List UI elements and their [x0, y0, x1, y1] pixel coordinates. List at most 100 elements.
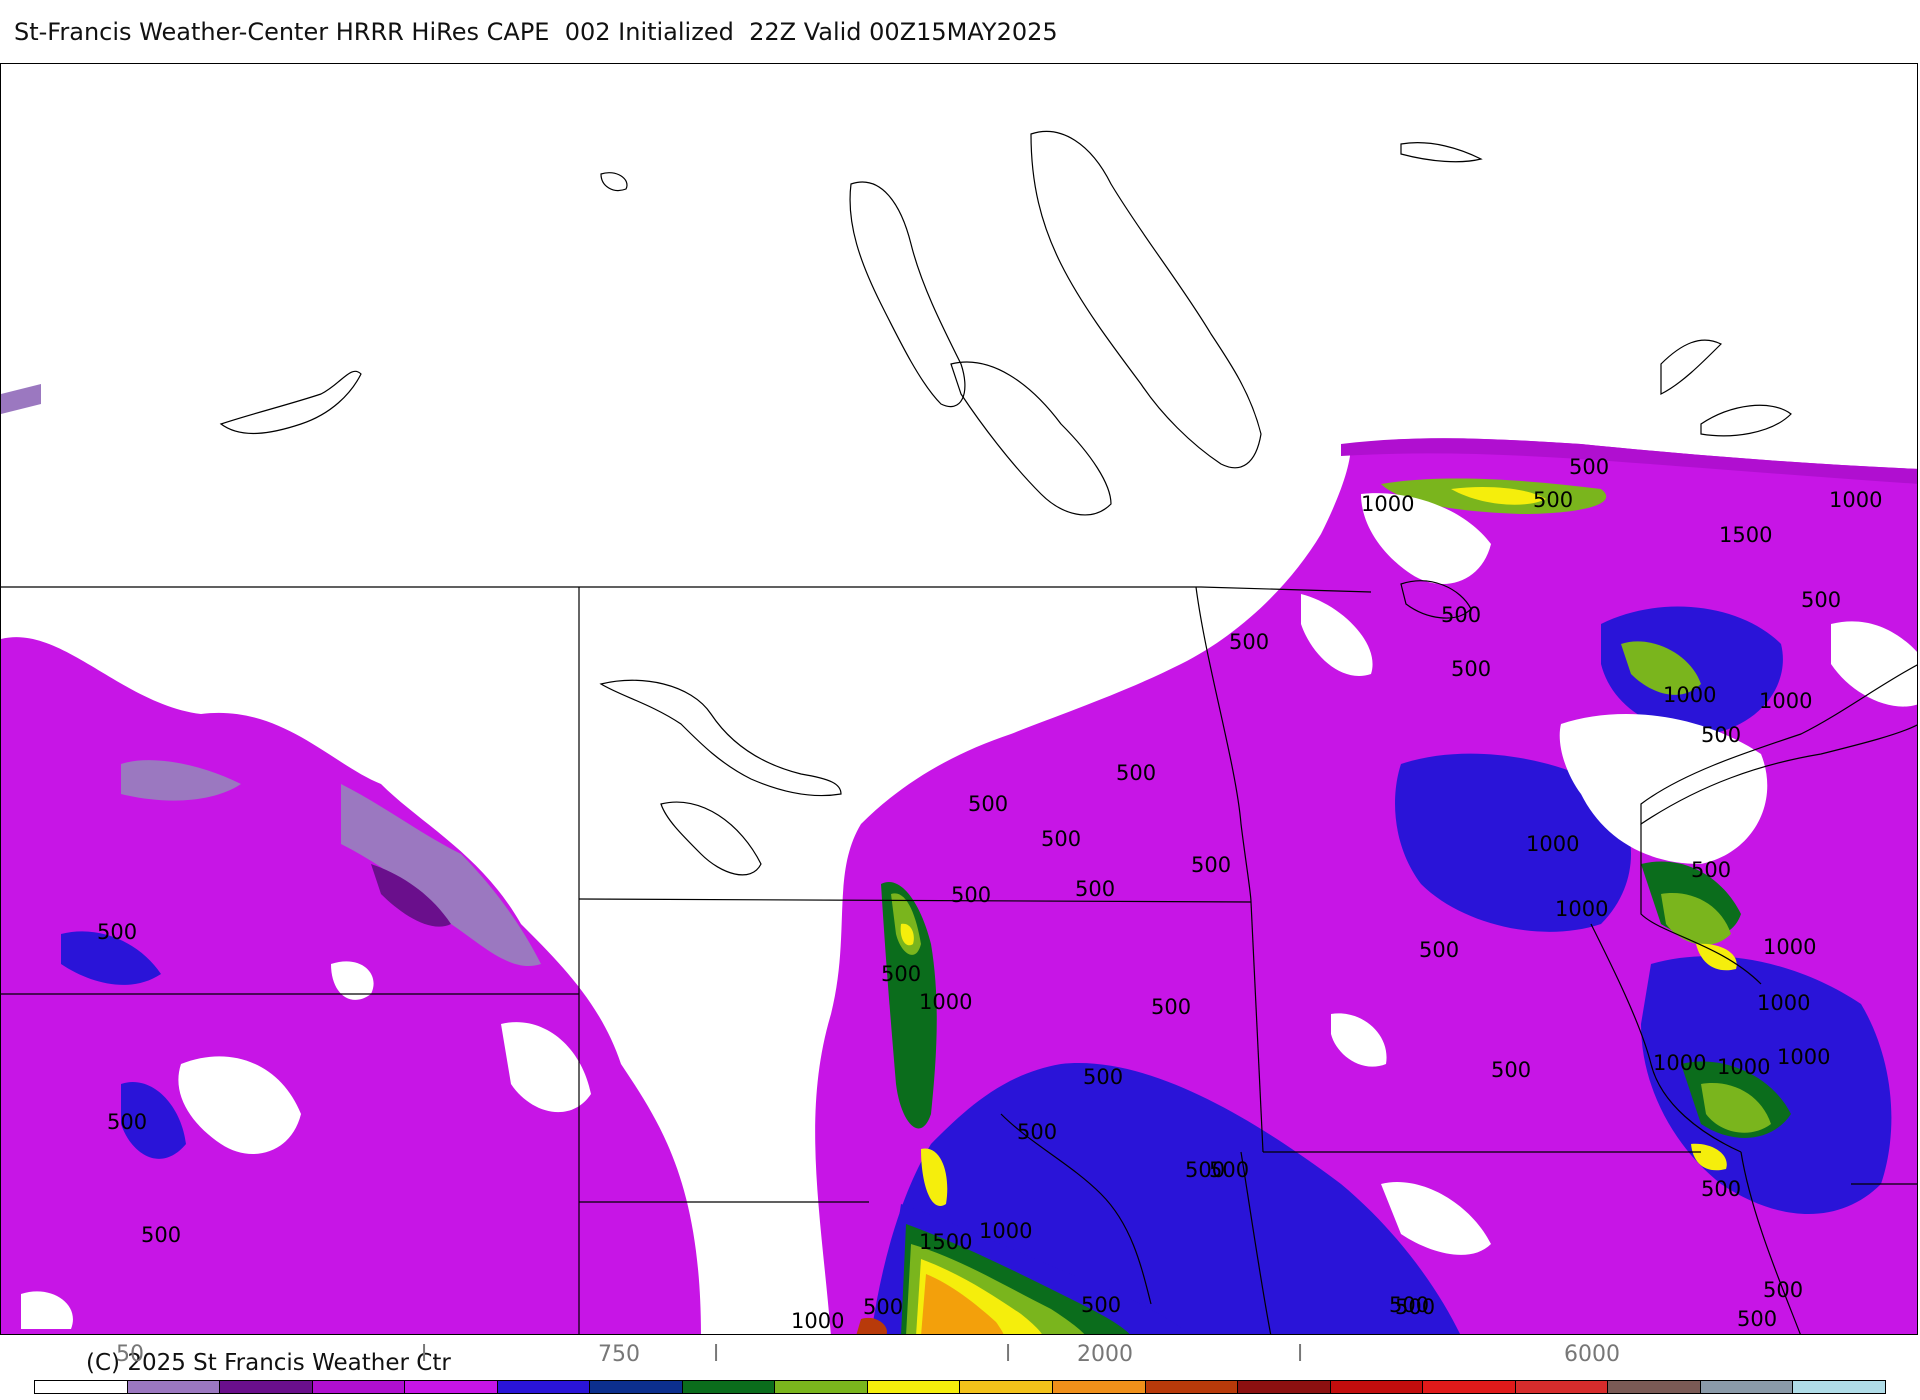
contour-label: 1500 [919, 1230, 972, 1254]
contour-label: 500 [1389, 1293, 1429, 1317]
legend-swatch [35, 1381, 128, 1393]
contour-label: 500 [1533, 488, 1573, 512]
copyright-notice: (C) 2025 St Francis Weather Ctr [86, 1350, 451, 1376]
contour-label: 500 [1763, 1278, 1803, 1302]
map-title: St-Francis Weather-Center HRRR HiRes CAP… [14, 18, 1058, 46]
contour-label: 500 [1569, 455, 1609, 479]
map-boundaries [1, 130, 1917, 1334]
contour-label: 500 [881, 962, 921, 986]
contour-label: 500 [1191, 853, 1231, 877]
legend-swatch [497, 1381, 591, 1393]
border-us-canada [1, 586, 1372, 593]
state-line-sd-mn [1250, 901, 1264, 1153]
cape-field-east-magenta [1341, 438, 1917, 484]
contour-label: 1000 [1829, 488, 1882, 512]
legend-swatch [1238, 1381, 1331, 1393]
contour-label: 1000 [1763, 935, 1816, 959]
contour-label: 500 [1395, 1295, 1435, 1319]
cape-plume-south-orange [921, 1274, 1004, 1334]
legend-swatch [1145, 1381, 1239, 1393]
lake-winnipeg [1030, 130, 1262, 469]
legend-tick-label: 50 [116, 1342, 144, 1367]
contour-label: 500 [1691, 858, 1731, 882]
legend-tick-label: l [420, 1342, 428, 1367]
contour-label: 500 [1209, 1158, 1249, 1182]
state-line-nd-mn [1195, 586, 1252, 903]
contour-label: 500 [863, 1295, 903, 1319]
legend-swatch [682, 1381, 776, 1393]
cape-field-east-darkgreen [881, 861, 1791, 1138]
contour-label: 500 [1229, 630, 1269, 654]
contour-label: 1000 [1717, 1055, 1770, 1079]
contour-label: 500 [1116, 761, 1156, 785]
contour-label: 1000 [1757, 991, 1810, 1015]
contour-label: 500 [951, 883, 991, 907]
contour-label: 500 [1151, 995, 1191, 1019]
lake-oahe [660, 801, 762, 876]
cape-plume-south-brown [856, 1317, 887, 1334]
lake-winnipegosis [950, 361, 1112, 516]
legend-swatch [312, 1381, 406, 1393]
contour-label: 500 [1017, 1120, 1057, 1144]
contour-label: 500 [1451, 657, 1491, 681]
legend-swatch [1053, 1381, 1146, 1393]
contour-label: 500 [1185, 1158, 1225, 1182]
legend-swatch [775, 1381, 868, 1393]
contour-label: 500 [1419, 938, 1459, 962]
river-missouri [1000, 1113, 1152, 1305]
color-scale-legend [34, 1380, 1886, 1394]
contour-label: 500 [1441, 603, 1481, 627]
cedar-lake [600, 172, 628, 192]
state-line-nd-sd [578, 898, 1252, 903]
legend-swatch [590, 1381, 683, 1393]
lac-seul [1660, 339, 1792, 437]
cape-field-west-blue [61, 931, 186, 1159]
lake-manitoba [849, 181, 966, 408]
legend-swatch [1608, 1381, 1701, 1393]
legend-tick-label: l [1296, 1342, 1304, 1367]
cape-map: 500 500 1000 1000 1500 500 500 500 500 1… [1, 130, 1917, 1334]
legend-tick-label: l [712, 1342, 720, 1367]
contour-label: 500 [1701, 723, 1741, 747]
lake-sakakawea [599, 679, 842, 797]
contour-label: 1000 [791, 1309, 844, 1333]
contour-label: 1000 [919, 990, 972, 1014]
contour-label: 1000 [1759, 689, 1812, 713]
contour-label: 500 [1081, 1293, 1121, 1317]
lake-of-woods [1400, 580, 1472, 619]
lake-diefenbaker [219, 370, 362, 434]
contour-label: 500 [107, 1110, 147, 1134]
contour-label: 1000 [1361, 492, 1414, 516]
map-area: 500 500 1000 1000 1500 500 500 500 500 1… [0, 63, 1918, 1335]
legend-swatch [867, 1381, 961, 1393]
contour-label: 1000 [1555, 897, 1608, 921]
legend-swatch [405, 1381, 498, 1393]
contour-label: 500 [1737, 1307, 1777, 1331]
cape-field-east-blue [871, 606, 1892, 1334]
legend-swatch [127, 1381, 221, 1393]
legend-tick-label: 6000 [1564, 1342, 1620, 1367]
legend-swatch [1330, 1381, 1424, 1393]
legend-swatch [960, 1381, 1054, 1393]
legend-tick-label: l [1004, 1342, 1012, 1367]
contour-label: 500 [141, 1223, 181, 1247]
contour-label: 500 [1801, 588, 1841, 612]
legend-tick-label: 2000 [1077, 1342, 1133, 1367]
contour-label: 500 [968, 792, 1008, 816]
contour-label: 1000 [1663, 683, 1716, 707]
legend-swatch [1793, 1381, 1885, 1393]
lake-nipigon [1400, 142, 1483, 163]
contour-label: 1500 [1719, 523, 1772, 547]
cape-field-west-lightpurple [1, 384, 541, 966]
contour-label: 500 [1075, 877, 1115, 901]
cape-shading [1, 384, 1917, 1334]
state-line-ne-ia [1240, 1151, 1272, 1334]
contour-label: 500 [1083, 1065, 1123, 1089]
contour-label: 500 [97, 920, 137, 944]
contour-label: 1000 [1777, 1045, 1830, 1069]
legend-swatch [1700, 1381, 1794, 1393]
contour-label: 500 [1701, 1177, 1741, 1201]
legend-swatch [1515, 1381, 1609, 1393]
contour-labels: 500 500 1000 1000 1500 500 500 500 500 1… [97, 455, 1882, 1333]
legend-tick-label: 750 [598, 1342, 640, 1367]
